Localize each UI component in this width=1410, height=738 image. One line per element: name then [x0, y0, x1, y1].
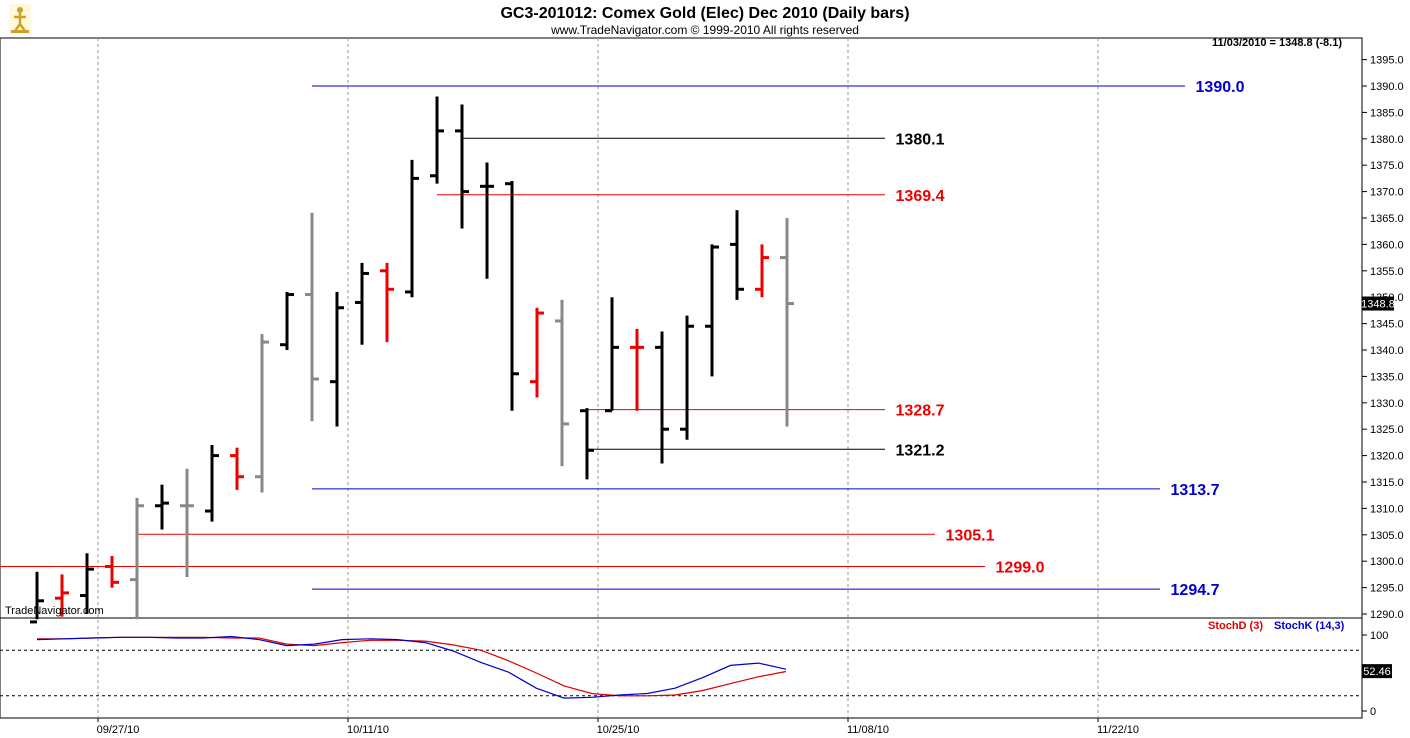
ohlc-bar [630, 328, 644, 411]
copyright-subtitle: www.TradeNavigator.com © 1999-2010 All r… [550, 23, 859, 37]
ohlc-bar [680, 315, 694, 440]
last-quote: 11/03/2010 = 1348.8 (-8.1) [1212, 37, 1342, 49]
price-tick-label: 1310.0 [1370, 503, 1404, 515]
ohlc-bar [505, 181, 519, 411]
ohlc-bar [330, 291, 344, 427]
date-axis: 09/27/10 10/11/10 10/25/10 11/08/10 11/22/10 [97, 718, 1139, 736]
date-tick-label: 10/25/10 [597, 724, 640, 736]
price-tick-label: 1300.0 [1370, 556, 1404, 568]
ohlc-bar [230, 447, 244, 490]
stoch-series-line [37, 636, 787, 697]
level-lines: 1390.0 1380.1 1369.4 1328.7 1321.2 1313.7 1305… [0, 79, 1245, 599]
ohlc-bar [730, 210, 744, 300]
ohlc-bar [705, 244, 719, 377]
price-axis: 1290.0 1295.0 1300.0 1305.0 1310.0 1315.0 1320… [1362, 55, 1404, 621]
price-tick-label: 1395.0 [1370, 55, 1404, 67]
price-tick-label: 1320.0 [1370, 451, 1404, 463]
ohlc-bar [130, 497, 144, 620]
price-tick-label: 1305.0 [1370, 530, 1404, 542]
svg-text:1348.8: 1348.8 [1361, 299, 1395, 311]
level-label: 1305.1 [946, 527, 995, 544]
ohlc-bar [155, 484, 169, 530]
ohlc-bar [405, 159, 419, 298]
price-tick-label: 1385.0 [1370, 107, 1404, 119]
date-tick-label: 11/22/10 [1097, 724, 1139, 736]
ohlc-bar [30, 571, 44, 624]
price-tick-label: 1290.0 [1370, 609, 1404, 621]
ohlc-bar [655, 331, 669, 464]
level-label: 1313.7 [1171, 482, 1220, 499]
price-tick-label: 1295.0 [1370, 583, 1404, 595]
price-tick-label: 1355.0 [1370, 266, 1404, 278]
ohlc-bar [555, 299, 569, 467]
stoch-panel-frame [0, 617, 1363, 719]
trader-logo-icon [9, 4, 31, 34]
ohlc-bar [605, 297, 619, 413]
svg-text:52.46: 52.46 [1363, 666, 1391, 678]
level-label: 1328.7 [896, 403, 945, 420]
ohlc-bar [255, 334, 269, 493]
ohlc-bar [455, 104, 469, 229]
price-tick-label: 1390.0 [1370, 81, 1404, 93]
ohlc-bar [355, 262, 369, 345]
price-tick-label: 1360.0 [1370, 239, 1404, 251]
grid [97, 38, 1099, 718]
stoch-last-value-tag: 52.46 [1362, 664, 1392, 679]
legend-stoch-d: StochD (3) [1208, 620, 1263, 632]
level-label: 1299.0 [996, 559, 1045, 576]
stochastic-panel: 0 100 [0, 630, 1388, 718]
level-label: 1390.0 [1196, 79, 1245, 96]
date-tick-label: 10/11/10 [347, 724, 389, 736]
ohlc-bar [280, 291, 294, 350]
price-bars [30, 96, 794, 624]
chart-title: GC3-201012: Comex Gold (Elec) Dec 2010 (… [500, 5, 909, 22]
price-tick-label: 1380.0 [1370, 134, 1404, 146]
ohlc-bar [305, 212, 319, 422]
stoch-tick-label: 100 [1370, 630, 1388, 642]
watermark: TradeNavigator.com [5, 605, 104, 617]
level-label: 1294.7 [1171, 582, 1220, 599]
ohlc-bar [430, 96, 444, 184]
ohlc-bar [480, 162, 494, 279]
price-tick-label: 1335.0 [1370, 371, 1404, 383]
ohlc-bar [105, 555, 119, 588]
stoch-series-line [36, 635, 787, 699]
ohlc-bar [80, 553, 94, 614]
ohlc-bar [780, 218, 794, 427]
price-tick-label: 1325.0 [1370, 424, 1404, 436]
price-tick-label: 1330.0 [1370, 398, 1404, 410]
date-tick-label: 09/27/10 [97, 724, 140, 736]
price-tick-label: 1345.0 [1370, 319, 1404, 331]
level-label: 1369.4 [896, 188, 945, 205]
level-label: 1380.1 [896, 131, 945, 148]
price-tick-label: 1370.0 [1370, 187, 1404, 199]
ohlc-bar [205, 445, 219, 522]
ohlc-bar [380, 262, 394, 343]
stoch-tick-label: 0 [1370, 706, 1376, 718]
price-tick-label: 1365.0 [1370, 213, 1404, 225]
price-panel-frame [0, 37, 1363, 619]
ohlc-bar [55, 574, 69, 617]
last-price-tag: 1348.8 [1361, 296, 1395, 311]
ohlc-bar [755, 244, 769, 298]
ohlc-bar [180, 468, 194, 578]
price-tick-label: 1340.0 [1370, 345, 1404, 357]
date-tick-label: 11/08/10 [847, 724, 889, 736]
price-tick-label: 1315.0 [1370, 477, 1404, 489]
price-tick-label: 1375.0 [1370, 160, 1404, 172]
ohlc-bar [580, 408, 594, 480]
level-label: 1321.2 [896, 442, 945, 459]
legend-stoch-k: StochK (14,3) [1274, 620, 1345, 632]
ohlc-bar [530, 307, 544, 398]
